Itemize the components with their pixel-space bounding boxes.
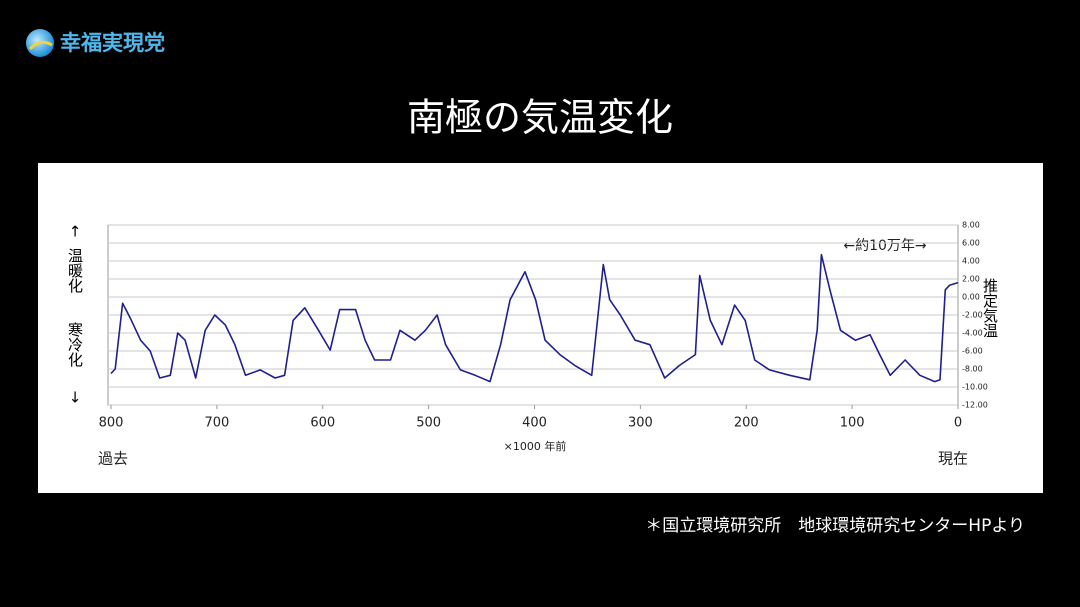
x-tick-label: 0	[954, 416, 962, 431]
y-tick-label: -12.00	[962, 401, 988, 410]
left-label: 温暖化	[66, 248, 84, 293]
x-tick-label: 800	[99, 416, 124, 431]
x-tick-label: 100	[840, 416, 865, 431]
x-axis-label: ×1000 年前	[504, 439, 567, 453]
left-label: 寒冷化	[66, 321, 84, 367]
y-tick-label: -2.00	[962, 311, 983, 320]
y-tick-label: 6.00	[962, 239, 980, 248]
y-tick-label: -4.00	[962, 329, 983, 338]
x-tick-label: 700	[204, 416, 229, 431]
left-label: ↓	[69, 389, 82, 407]
left-label: ↑	[69, 223, 82, 241]
y-tick-label: 8.00	[962, 221, 980, 230]
logo-swoosh	[28, 40, 53, 51]
temperature-line	[110, 253, 959, 383]
chart-panel	[38, 163, 1043, 493]
x-tick-label: 600	[310, 416, 335, 431]
footnote: ＊国立環境研究所 地球環境研究センターHPより	[645, 516, 1025, 536]
x-tick-label: 500	[416, 416, 441, 431]
x-tick-label: 300	[628, 416, 653, 431]
x-end-label: 過去	[98, 450, 128, 468]
y-tick-label: -10.00	[962, 383, 988, 392]
slide-title: 南極の気温変化	[407, 96, 673, 140]
annotation: ←約10万年→	[843, 238, 927, 254]
x-end-label: 現在	[938, 450, 968, 468]
y-tick-label: -6.00	[962, 347, 983, 356]
logo-text: 幸福実現党	[60, 31, 165, 55]
y-tick-label: -8.00	[962, 365, 983, 374]
x-tick-label: 400	[522, 416, 547, 431]
y-tick-label: 2.00	[962, 275, 980, 284]
y-axis-label: 推定気温	[981, 278, 999, 338]
x-tick-label: 200	[734, 416, 759, 431]
y-tick-label: 4.00	[962, 257, 980, 266]
y-tick-label: 0.00	[962, 293, 980, 302]
